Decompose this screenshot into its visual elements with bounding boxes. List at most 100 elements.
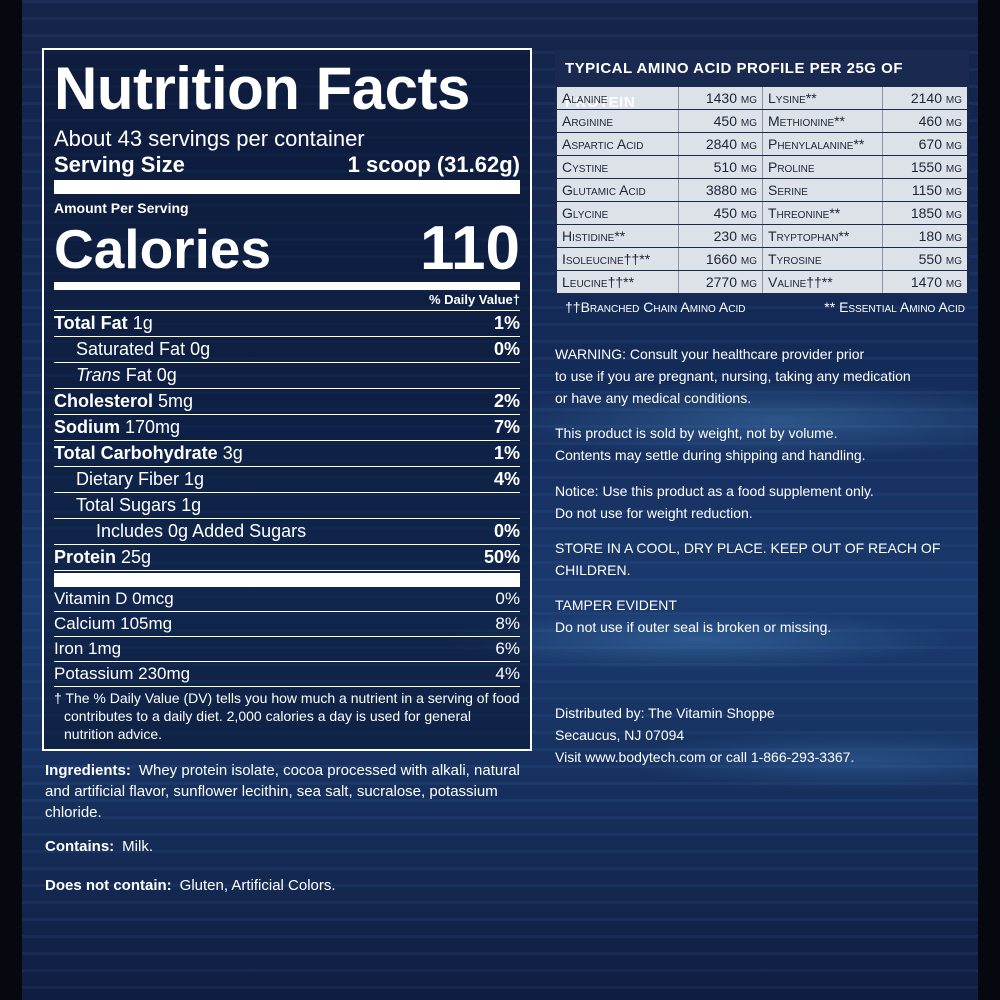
notice: WARNING: Consult your healthcare provide… (555, 343, 911, 409)
amino-amount: 2770 mg (679, 271, 763, 293)
nutrient-row: Includes 0g Added Sugars 0% (54, 519, 520, 545)
nutrient-name: Total Sugars (76, 495, 177, 515)
amino-row: Isoleucine††** 1660 mg Tyrosine 550 mg (557, 247, 967, 270)
ingredients-text: Whey protein isolate, cocoa processed wi… (45, 762, 520, 821)
vitamin-amount: 1mg (88, 639, 122, 658)
nutrient-name: Includes 0g Added Sugars (96, 521, 307, 541)
amino-name: Threonine** (763, 202, 883, 224)
amino-row: Cystine 510 mg Proline 1550 mg (557, 155, 967, 178)
nutrient-row: Saturated Fat 0g 0% (54, 337, 520, 363)
amino-name: Arginine (557, 110, 679, 132)
amino-amount: 510 mg (679, 156, 763, 178)
amino-amount: 1150 mg (911, 182, 962, 198)
nutrient-dv: 1% (493, 313, 520, 333)
vitamin-name: Vitamin D (54, 589, 128, 608)
distributor-line: Distributed by: The Vitamin Shoppe (555, 705, 775, 721)
nutrient-row: Protein 25g 50% (54, 545, 520, 571)
serving-size: 1 scoop (31.62g) (347, 152, 520, 177)
nutrient-dv: 0% (493, 339, 520, 359)
vitamin-row: Iron 1mg 6% (54, 637, 520, 662)
amino-amount: 1470 mg (910, 274, 962, 290)
vitamin-name: Iron (54, 639, 84, 658)
amino-row: Aspartic Acid 2840 mg Phenylalanine** 670 m… (557, 132, 967, 155)
nutrient-amount: 0g (156, 365, 177, 385)
vitamin-row: Potassium 230mg 4% (54, 662, 520, 687)
nutrient-name: Total Fat (54, 313, 128, 333)
serving-size-label: Serving Size (54, 152, 185, 177)
amino-legend: ††Branched Chain Amino Acid ** Essential… (565, 299, 965, 315)
nutrient-row: Cholesterol 5mg 2% (54, 389, 520, 415)
notice: This product is sold by weight, not by v… (555, 422, 866, 466)
does-not-contain-text: Gluten, Artificial Colors. (179, 877, 336, 894)
thick-rule (54, 573, 520, 587)
vitamin: Iron 1mg (54, 637, 121, 661)
notice: STORE IN A COOL, DRY PLACE. KEEP OUT OF … (555, 537, 940, 581)
amino-amount: 1550 mg (910, 159, 962, 175)
distributor-line: Visit www.bodytech.com or call 1-866-293… (555, 749, 855, 765)
vitamin-name: Calcium (54, 614, 116, 633)
vitamin-row: Calcium 105mg 8% (54, 612, 520, 637)
amino-amount: 2140 mg (910, 90, 962, 106)
amino-amount: 450 mg (679, 202, 763, 224)
daily-value-header: % Daily Value† (54, 290, 520, 311)
medium-rule (54, 282, 520, 290)
amino-row: Leucine††** 2770 mg Valine††** 1470 mg (557, 270, 967, 293)
footnote: † The % Daily Value (DV) tells you how m… (54, 690, 520, 742)
amino-name: Valine††** (763, 271, 883, 293)
amino-amount: 2840 mg (679, 133, 763, 155)
amino-amount: 1660 mg (679, 248, 763, 270)
notice-line: This product is sold by weight, not by v… (555, 425, 838, 441)
amino-name: Phenylalanine** (763, 133, 883, 155)
amino-row: Glutamic Acid 3880 mg Serine 1150 mg (557, 178, 967, 201)
panel-title: Nutrition Facts (54, 55, 470, 122)
nutrient-row: Total Sugars 1g (54, 493, 520, 519)
vitamin-row: Vitamin D 0mcg 0% (54, 587, 520, 612)
notice-line: Contents may settle during shipping and … (555, 447, 866, 463)
amino-amount: 1850 mg (910, 205, 962, 221)
contains-text: Milk. (122, 838, 153, 855)
ingredients-label: Ingredients: (45, 762, 131, 779)
nutrient: Sodium 170mg (54, 415, 180, 440)
legend-item: ††Branched Chain Amino Acid (565, 299, 746, 315)
nutrition-facts-panel: Nutrition Facts About 43 servings per co… (42, 48, 532, 751)
nutrient-amount: 1g (184, 469, 205, 489)
vitamin-dv: 0% (495, 589, 520, 608)
amino-row: Alanine 1430 mg Lysine** 2140 mg (557, 86, 967, 109)
nutrient-amount: 1g (181, 495, 202, 515)
vitamin-amount: 105mg (120, 614, 173, 633)
amino-name: Glutamic Acid (557, 179, 679, 201)
nutrient: Total Fat 1g (54, 311, 153, 336)
nutrient-amount: 170mg (125, 417, 181, 437)
nutrient-dv: 7% (493, 417, 520, 437)
nutrient-amount: 0g (190, 339, 211, 359)
distributor-line: Secaucus, NJ 07094 (555, 727, 685, 743)
contains: Contains: Milk. (45, 836, 525, 857)
notice-line: TAMPER EVIDENT (555, 597, 677, 613)
does-not-contain: Does not contain: Gluten, Artificial Colo… (45, 875, 525, 896)
amino-row: Glycine 450 mg Threonine** 1850 mg (557, 201, 967, 224)
nutrient-name: Sodium (54, 417, 120, 437)
amino-name: Proline (763, 156, 883, 178)
amino-acid-table: Typical Amino Acid Profile per 25g of Pr… (555, 50, 969, 295)
nutrient-list: Total Fat 1g 1% Saturated Fat 0g 0% Trans Fa… (54, 311, 520, 571)
nutrient-name: Fat (125, 365, 152, 385)
amino-amount: 1430 mg (679, 87, 763, 109)
notice-line: Notice: Use this product as a food suppl… (555, 483, 874, 499)
amino-name: Tyrosine (763, 248, 883, 270)
nutrient: Total Sugars 1g (54, 493, 201, 518)
nutrient-row: Trans Fat 0g (54, 363, 520, 389)
vitamin-dv: 6% (495, 639, 520, 658)
notice-line: Do not use if outer seal is broken or mi… (555, 619, 832, 635)
amino-amount: 3880 mg (679, 179, 763, 201)
nutrient-dv: 2% (493, 391, 520, 411)
notice-line: to use if you are pregnant, nursing, tak… (555, 368, 911, 384)
nutrient: Cholesterol 5mg (54, 389, 193, 414)
nutrient-name: Total Carbohydrate (54, 443, 218, 463)
vitamin-dv: 8% (495, 614, 520, 633)
contains-label: Contains: (45, 838, 115, 855)
nutrient-dv: 4% (493, 469, 520, 489)
nutrient-amount: 3g (222, 443, 243, 463)
amino-name: Methionine** (763, 110, 883, 132)
amino-amount: 550 mg (918, 251, 962, 267)
